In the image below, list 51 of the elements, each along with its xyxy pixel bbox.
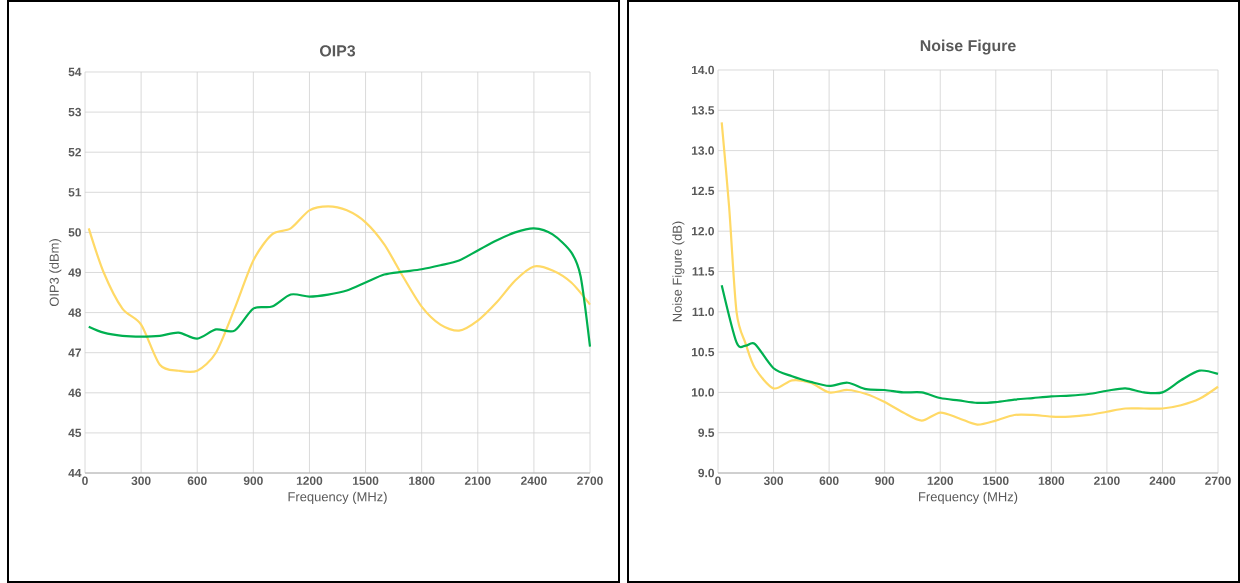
x-tick-label: 2100: [464, 476, 491, 485]
x-tick-label: 2700: [577, 476, 603, 485]
y-tick-label: 14.0: [691, 65, 714, 75]
y-tick-label: 11.5: [692, 267, 715, 276]
y-tick-label: 12.5: [691, 186, 715, 196]
x-tick-label: 600: [187, 476, 207, 485]
line-series: [720, 121, 1220, 426]
y-tick-label: 11.0: [692, 307, 714, 317]
y-tick-label: 45: [68, 428, 82, 438]
y-tick-label: 46: [68, 388, 82, 398]
x-tick-label: 900: [243, 476, 263, 485]
y-tick-label: 47: [68, 348, 81, 357]
y-tick-label: 53: [68, 107, 82, 117]
x-tick-label: 1200: [927, 476, 954, 485]
x-tick-label: 2400: [521, 476, 547, 485]
chart-title: Noise Figure: [920, 39, 1016, 55]
x-tick-label: 2100: [1094, 476, 1120, 485]
y-tick-label: 44: [68, 468, 82, 478]
line-series: [720, 284, 1220, 405]
y-tick-label: 12.0: [691, 226, 714, 236]
y-tick-label: 9.5: [698, 428, 715, 437]
x-tick-label: 2400: [1149, 476, 1176, 485]
x-tick-label: 0: [82, 476, 88, 485]
chart-title: OIP3: [320, 45, 356, 57]
y-tick-label: 9.0: [698, 468, 714, 478]
y-tick-label: 10.5: [691, 347, 715, 357]
x-tick-label: 300: [131, 476, 151, 486]
x-tick-label: 1800: [409, 476, 435, 485]
x-tick-label: 1200: [296, 476, 323, 485]
y-tick-label: 51: [68, 188, 82, 197]
y-axis-title: OIP3 (dBm): [49, 239, 62, 307]
y-tick-label: 54: [68, 67, 82, 77]
line-series: [87, 227, 592, 348]
x-axis-title: Frequency (MHz): [919, 491, 1018, 504]
y-tick-label: 50: [68, 228, 81, 237]
y-tick-label: 52: [68, 147, 81, 157]
y-tick-label: 13.0: [691, 146, 714, 155]
y-axis-title: Noise Figure (dB): [672, 221, 685, 322]
x-tick-label: 300: [763, 476, 784, 486]
y-tick-label: 49: [68, 268, 82, 277]
x-tick-label: 1500: [353, 476, 379, 485]
x-tick-label: 2700: [1205, 476, 1231, 485]
x-tick-label: 900: [875, 476, 895, 485]
y-tick-label: 48: [68, 308, 82, 317]
x-tick-label: 1500: [983, 476, 1009, 485]
x-tick-label: 1800: [1038, 476, 1065, 485]
y-tick-label: 13.5: [691, 106, 715, 115]
y-tick-label: 10.0: [691, 388, 714, 397]
x-axis-title: Frequency (MHz): [288, 491, 387, 504]
x-tick-label: 600: [819, 476, 839, 485]
x-tick-label: 0: [715, 476, 721, 485]
